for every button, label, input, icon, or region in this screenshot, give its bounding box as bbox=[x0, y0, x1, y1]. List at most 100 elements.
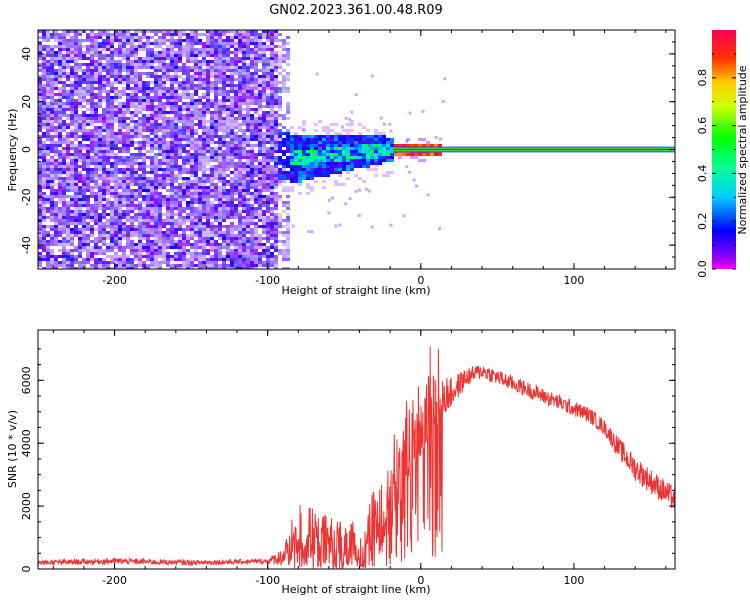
spectrogram-cell bbox=[302, 171, 306, 174]
spectrogram-cell bbox=[126, 168, 130, 171]
spectrogram-cell bbox=[146, 216, 150, 219]
spectrogram-cell bbox=[210, 60, 214, 63]
spectrogram-cell bbox=[62, 36, 66, 39]
spectrogram-cell bbox=[114, 162, 118, 165]
spectrogram-cell bbox=[314, 171, 318, 174]
spectrogram-cell bbox=[230, 237, 234, 240]
spectrogram-cell bbox=[286, 171, 290, 174]
spectrogram-cell bbox=[130, 192, 134, 195]
spectrogram-cell bbox=[206, 186, 210, 189]
spectrogram-cell bbox=[182, 222, 186, 225]
spectrogram-cell bbox=[266, 237, 270, 240]
spectrogram-cell bbox=[222, 87, 226, 90]
spectrogram-cell bbox=[218, 42, 222, 45]
spectrogram-cell bbox=[230, 249, 234, 252]
spectrogram-cell bbox=[314, 156, 318, 159]
spectrogram-cell bbox=[118, 201, 122, 204]
spectrogram-cell bbox=[274, 240, 278, 243]
spectrogram-cell bbox=[274, 180, 278, 183]
spectrogram-cell bbox=[254, 264, 258, 267]
spectrogram-cell bbox=[102, 216, 106, 219]
spectrogram-cell bbox=[106, 93, 110, 96]
spectrogram-cell bbox=[278, 51, 282, 54]
spectrogram-cell bbox=[258, 78, 262, 81]
spectrogram-cell bbox=[118, 60, 122, 63]
spectrogram-cell bbox=[242, 102, 246, 105]
spectrogram-cell bbox=[194, 159, 198, 162]
spectrogram-cell bbox=[254, 192, 258, 195]
spectrogram-cell bbox=[110, 240, 114, 243]
spectrogram-cell bbox=[246, 36, 250, 39]
spectrogram-cell bbox=[254, 240, 258, 243]
spectrogram-cell bbox=[274, 33, 278, 36]
spectrogram-cell bbox=[82, 39, 86, 42]
spectrogram-cell bbox=[310, 150, 314, 153]
spectrogram-cell bbox=[110, 63, 114, 66]
spectrogram-cell bbox=[74, 207, 78, 210]
spectrogram-cell bbox=[266, 141, 270, 144]
spectrogram-cell bbox=[214, 150, 218, 153]
spectrogram-cell bbox=[90, 111, 94, 114]
spectrogram-cell bbox=[310, 135, 314, 138]
spectrogram-cell bbox=[94, 168, 98, 171]
spectrogram-cell bbox=[350, 147, 354, 150]
x-tick-label: -100 bbox=[255, 274, 280, 287]
spectrogram-cell bbox=[194, 60, 198, 63]
spectrogram-cell bbox=[206, 204, 210, 207]
spectrogram-cell bbox=[78, 192, 82, 195]
spectrogram-cell bbox=[86, 36, 90, 39]
spectrogram-cell bbox=[122, 171, 126, 174]
spectrogram-cell bbox=[174, 162, 178, 165]
spectrogram-cell bbox=[102, 204, 106, 207]
spectrogram-cell bbox=[226, 192, 230, 195]
spectrogram-cell bbox=[218, 102, 222, 105]
spectrogram-cell bbox=[70, 141, 74, 144]
spectrogram-cell bbox=[102, 267, 106, 269]
spectrogram-cell bbox=[306, 174, 310, 177]
spectrogram-cell bbox=[238, 138, 242, 141]
spectrogram-cell bbox=[106, 66, 110, 69]
spectrogram-cell bbox=[186, 225, 190, 228]
spectrogram-cell bbox=[318, 141, 322, 144]
spectrogram-cell bbox=[262, 78, 266, 81]
spectrogram-cell bbox=[218, 192, 222, 195]
spectrogram-cell bbox=[226, 42, 230, 45]
spectrogram-cell bbox=[134, 258, 138, 261]
spectrogram-cell bbox=[206, 108, 210, 111]
spectrogram-cell bbox=[170, 183, 174, 186]
spectrogram-cell bbox=[194, 90, 198, 93]
spectrogram-cell bbox=[238, 237, 242, 240]
spectrogram-cell bbox=[222, 237, 226, 240]
x-tick-label: 100 bbox=[563, 274, 584, 287]
spectrogram-cell bbox=[98, 201, 102, 204]
spectrogram-cell bbox=[190, 108, 194, 111]
spectrogram-cell bbox=[86, 183, 90, 186]
spectrogram-cell bbox=[242, 60, 246, 63]
spectrogram-cell bbox=[110, 192, 114, 195]
spectrogram-cell bbox=[258, 165, 262, 168]
spectrogram-cell bbox=[42, 132, 46, 135]
spectrogram-cell bbox=[370, 141, 374, 144]
spectrogram-cell bbox=[134, 204, 138, 207]
spectrogram-cell bbox=[102, 249, 106, 252]
spectrogram-cell bbox=[214, 126, 218, 129]
spectrogram-cell bbox=[142, 93, 146, 96]
spectrogram-cell bbox=[258, 54, 262, 57]
spectrogram-cell bbox=[242, 90, 246, 93]
spectrogram-cell bbox=[330, 162, 334, 165]
spectrogram-cell bbox=[206, 135, 210, 138]
spectrogram-cell bbox=[150, 75, 154, 78]
spectrogram-cell bbox=[66, 267, 70, 269]
spectrogram-cell bbox=[70, 159, 74, 162]
spectrogram-cell bbox=[190, 126, 194, 129]
spectrogram-cell bbox=[218, 252, 222, 255]
spectrogram-cell bbox=[378, 135, 382, 138]
spectrogram-cell bbox=[230, 141, 234, 144]
spectrogram-cell bbox=[270, 63, 274, 66]
spectrogram-cell bbox=[250, 51, 254, 54]
spectrogram-cell bbox=[94, 141, 98, 144]
spectrogram-cell bbox=[62, 213, 66, 216]
spectrogram-cell bbox=[166, 153, 170, 156]
spectrogram-cell bbox=[58, 165, 62, 168]
spectrogram-cell bbox=[346, 159, 350, 162]
